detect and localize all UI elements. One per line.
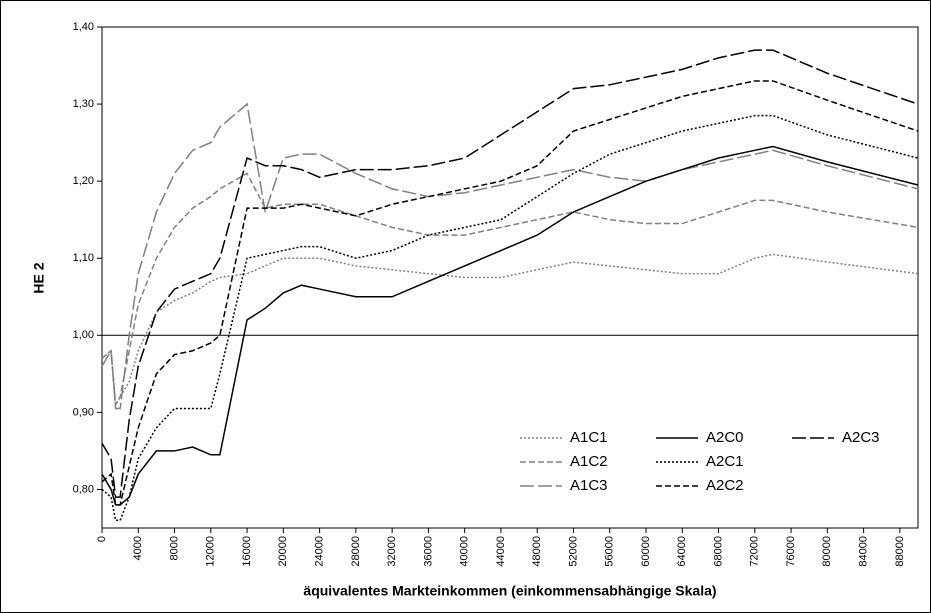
x-tick-label: 84000 xyxy=(858,536,870,567)
y-tick-label: 1,00 xyxy=(73,329,94,341)
legend-label: A2C3 xyxy=(842,429,880,446)
x-tick-label: 36000 xyxy=(422,536,434,567)
y-tick-label: 1,10 xyxy=(73,252,94,264)
x-tick-label: 12000 xyxy=(205,536,217,567)
y-tick-label: 0,90 xyxy=(73,406,94,418)
x-tick-label: 4000 xyxy=(132,536,144,560)
x-tick-label: 40000 xyxy=(459,536,471,567)
x-tick-label: 52000 xyxy=(567,536,579,567)
series-line xyxy=(101,49,919,498)
x-tick-label: 32000 xyxy=(386,536,398,567)
x-tick-label: 44000 xyxy=(495,536,507,567)
x-tick-label: 80000 xyxy=(821,536,833,567)
legend-label: A2C0 xyxy=(706,429,744,446)
x-axis-label: äquivalentes Markteinkommen (einkommensa… xyxy=(303,583,716,599)
legend-label: A1C1 xyxy=(570,429,608,446)
series-line xyxy=(101,102,919,410)
x-tick-label: 20000 xyxy=(277,536,289,567)
y-axis-label: HE 2 xyxy=(31,262,47,293)
legend-label: A2C2 xyxy=(706,477,744,494)
legend-label: A2C1 xyxy=(706,453,744,470)
x-tick-label: 64000 xyxy=(676,536,688,567)
legend-label: A1C3 xyxy=(570,477,608,494)
x-tick-label: 0 xyxy=(96,536,108,542)
x-tick-label: 76000 xyxy=(785,536,797,567)
plot-area xyxy=(101,26,919,529)
y-tick-label: 1,30 xyxy=(73,98,94,110)
series-line xyxy=(101,80,919,506)
series-line xyxy=(101,145,919,506)
series-line xyxy=(101,172,919,408)
x-tick-label: 28000 xyxy=(350,536,362,567)
y-tick-label: 1,20 xyxy=(73,175,94,187)
x-tick-label: 48000 xyxy=(531,536,543,567)
series-line xyxy=(101,114,919,522)
x-tick-label: 60000 xyxy=(640,536,652,567)
legend-label: A1C2 xyxy=(570,453,608,470)
x-tick-label: 72000 xyxy=(749,536,761,567)
x-tick-label: 56000 xyxy=(604,536,616,567)
x-tick-label: 24000 xyxy=(314,536,326,567)
x-tick-label: 68000 xyxy=(712,536,724,567)
x-tick-label: 8000 xyxy=(168,536,180,560)
y-tick-label: 1,40 xyxy=(73,21,94,33)
x-tick-label: 16000 xyxy=(241,536,253,567)
x-tick-label: 88000 xyxy=(894,536,906,567)
series-line xyxy=(101,253,919,408)
y-tick-label: 0,80 xyxy=(73,483,94,495)
